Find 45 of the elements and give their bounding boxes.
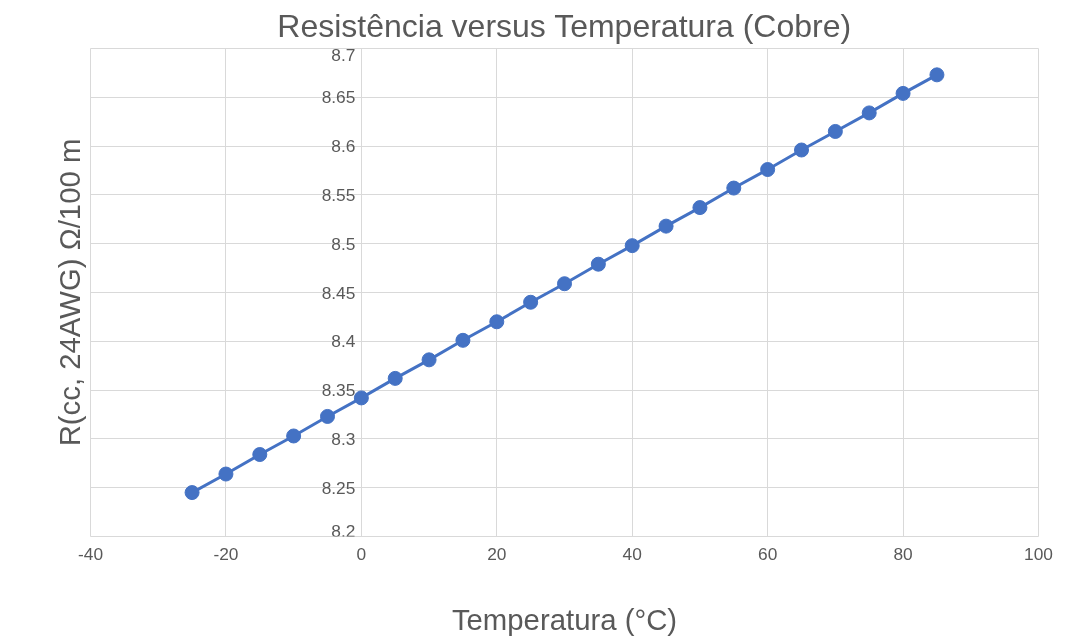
x-tick-label: -40 xyxy=(77,543,104,564)
point xyxy=(692,200,708,216)
point xyxy=(455,332,471,348)
y-tick-label: 8.7 xyxy=(331,44,356,65)
point xyxy=(489,314,505,330)
x-tick-label: 80 xyxy=(893,543,913,564)
chart-title: Resistência versus Temperatura (Cobre) xyxy=(277,7,852,44)
point xyxy=(353,390,369,406)
y-tick-label: 8.45 xyxy=(321,282,356,303)
point xyxy=(320,408,335,424)
point xyxy=(252,447,268,462)
y-tick-label: 8.3 xyxy=(331,428,356,449)
point xyxy=(624,238,640,254)
point xyxy=(827,123,843,139)
x-tick-label: 60 xyxy=(758,543,778,564)
y-tick-label: 8.25 xyxy=(321,477,356,498)
point xyxy=(794,142,809,158)
y-tick-label: 8.6 xyxy=(331,136,356,157)
point xyxy=(590,256,606,272)
point xyxy=(557,276,572,292)
x-tick-label: 0 xyxy=(356,543,367,564)
point xyxy=(760,162,776,178)
point xyxy=(184,485,200,501)
point xyxy=(658,218,674,234)
point xyxy=(929,67,945,83)
y-tick-label: 8.35 xyxy=(321,380,356,401)
x-tick-label: -20 xyxy=(213,543,239,564)
point xyxy=(861,105,877,121)
point xyxy=(387,370,403,386)
y-tick-label: 8.4 xyxy=(331,331,356,352)
x-axis-title: Temperatura (°C) xyxy=(451,602,678,636)
y-tick-label: 8.65 xyxy=(321,87,356,108)
y-tick-label: 8.2 xyxy=(331,520,356,541)
point xyxy=(726,180,742,196)
point xyxy=(286,428,302,444)
point xyxy=(523,294,539,310)
y-axis-title: R(cc, 24AWG) Ω/100 m xyxy=(52,138,86,447)
point xyxy=(421,352,437,368)
x-tick-label: 100 xyxy=(1024,543,1053,564)
y-tick-label: 8.55 xyxy=(321,184,356,205)
point xyxy=(218,466,234,482)
x-tick-label: 20 xyxy=(487,543,507,564)
x-tick-label: 40 xyxy=(622,543,642,564)
point xyxy=(895,85,911,101)
y-tick-label: 8.5 xyxy=(331,233,356,254)
